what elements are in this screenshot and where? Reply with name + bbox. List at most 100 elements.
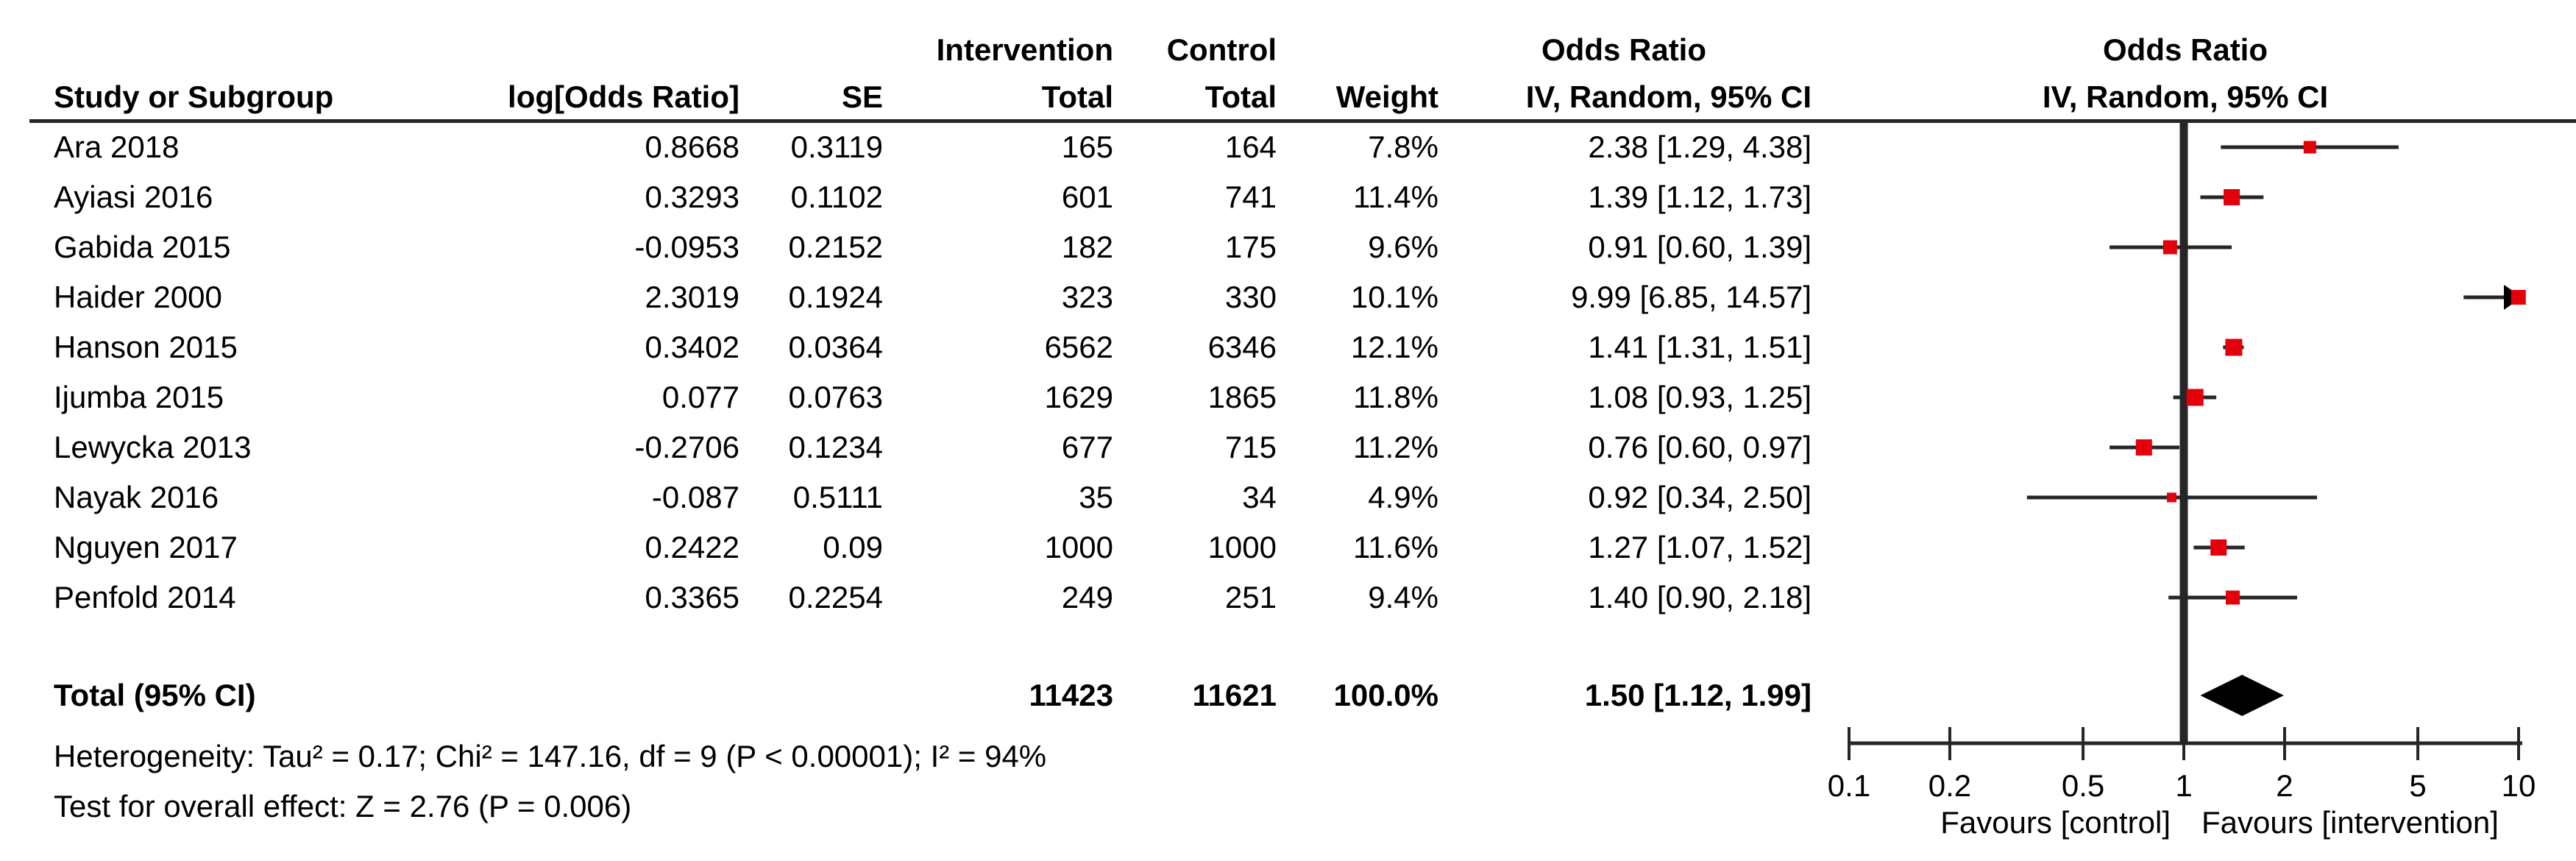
cell-se: 0.09 [823,530,883,564]
cell-or-ci-text: 2.38 [1.29, 4.38] [1588,130,1812,164]
cell-weight: 4.9% [1368,480,1438,514]
cell-intervention-total: 323 [1061,280,1113,314]
cell-se: 0.1924 [788,280,883,314]
axis-tick-label: 0.1 [1827,768,1871,803]
cell-intervention-total: 1629 [1044,380,1113,414]
cell-control-total: 6346 [1207,330,1277,364]
cell-se: 0.0364 [788,330,883,364]
header-divider-line [29,119,2576,123]
header-or-ci-plot-column: IV, Random, 95% CI [2042,79,2329,114]
cell-weight: 11.4% [1353,180,1438,214]
cell-weight: 12.1% [1350,330,1438,364]
favours-control-label: Favours [control] [1940,805,2171,840]
cell-or-ci-text: 0.92 [0.34, 2.50] [1588,480,1812,514]
axis-tick-label: 2 [2276,768,2293,803]
overall-effect-test: Test for overall effect: Z = 2.76 (P = 0… [54,789,632,823]
header-control-total: Total [1204,79,1277,114]
header-log-odds-ratio: log[Odds Ratio] [508,79,739,114]
cell-study-name: Nayak 2016 [54,480,219,514]
cell-intervention-total: 182 [1061,230,1113,264]
header-or-ci-text-column: IV, Random, 95% CI [1525,79,1812,114]
cell-se: 0.1234 [788,430,883,464]
cell-study-name: Hanson 2015 [54,330,238,364]
or-marker [2224,189,2240,205]
cell-weight: 9.4% [1368,580,1438,614]
total-intervention-total: 11423 [1029,678,1113,712]
or-marker [2225,339,2243,356]
total-control-total: 11621 [1192,678,1277,712]
cell-log-odds-ratio: -0.087 [651,480,739,514]
cell-study-name: Ijumba 2015 [54,380,224,414]
cell-se: 0.1102 [790,180,883,214]
cell-study-name: Nguyen 2017 [54,530,238,564]
cell-log-odds-ratio: -0.2706 [634,430,739,464]
cell-log-odds-ratio: -0.0953 [634,230,739,264]
cell-or-ci-text: 9.99 [6.85, 14.57] [1571,280,1812,314]
cell-control-total: 1000 [1207,530,1277,564]
or-marker [2167,492,2177,503]
total-weight: 100.0% [1333,678,1438,712]
cell-or-ci-text: 1.27 [1.07, 1.52] [1588,530,1812,564]
cell-control-total: 741 [1224,180,1277,214]
cell-intervention-total: 6562 [1044,330,1113,364]
cell-se: 0.3119 [790,130,883,164]
total-or-ci-text: 1.50 [1.12, 1.99] [1584,678,1812,712]
or-marker [2135,439,2152,456]
total-row-label: Total (95% CI) [54,678,256,712]
or-marker [2225,590,2240,605]
cell-intervention-total: 35 [1079,480,1113,514]
favours-intervention-label: Favours [intervention] [2201,805,2499,840]
cell-intervention-total: 165 [1061,130,1113,164]
cell-se: 0.5111 [792,480,883,514]
or-marker [2162,240,2177,255]
cell-weight: 9.6% [1368,230,1438,264]
cell-log-odds-ratio: 2.3019 [645,280,739,314]
cell-or-ci-text: 1.41 [1.31, 1.51] [1588,330,1812,364]
cell-or-ci-text: 1.40 [0.90, 2.18] [1588,580,1812,614]
cell-intervention-total: 249 [1061,580,1113,614]
cell-log-odds-ratio: 0.3365 [645,580,739,614]
cell-se: 0.0763 [788,380,883,414]
header-odds-ratio-left: Odds Ratio [1541,32,1707,67]
cell-control-total: 330 [1224,280,1277,314]
cell-study-name: Ara 2018 [54,130,180,164]
axis-tick-label: 1 [2175,768,2193,803]
cell-log-odds-ratio: 0.3402 [645,330,739,364]
cell-or-ci-text: 1.39 [1.12, 1.73] [1588,180,1812,214]
cell-study-name: Lewycka 2013 [54,430,252,464]
or-marker [2186,389,2204,406]
header-weight: Weight [1335,79,1438,114]
cell-control-total: 251 [1224,580,1277,614]
axis-tick-label: 0.2 [1928,768,1972,803]
cell-control-total: 1865 [1207,380,1277,414]
cell-weight: 11.6% [1353,530,1438,564]
cell-control-total: 175 [1224,230,1277,264]
cell-control-total: 164 [1224,130,1277,164]
cell-intervention-total: 677 [1061,430,1113,464]
or-marker [2210,539,2227,556]
cell-log-odds-ratio: 0.077 [661,380,739,414]
cell-intervention-total: 601 [1061,180,1113,214]
cell-control-total: 34 [1242,480,1277,514]
or-marker [2303,141,2316,154]
cell-study-name: Penfold 2014 [54,580,236,614]
axis-tick-label: 0.5 [2061,768,2105,803]
cell-or-ci-text: 0.76 [0.60, 0.97] [1588,430,1812,464]
header-control-group: Control [1166,32,1277,67]
cell-weight: 10.1% [1350,280,1438,314]
axis-tick-label: 5 [2409,768,2427,803]
cell-intervention-total: 1000 [1044,530,1113,564]
summary-diamond [2200,675,2284,716]
cell-study-name: Haider 2000 [54,280,222,314]
cell-or-ci-text: 0.91 [0.60, 1.39] [1588,230,1812,264]
cell-weight: 11.8% [1353,380,1438,414]
cell-se: 0.2152 [788,230,883,264]
header-study-or-subgroup: Study or Subgroup [54,79,334,114]
cell-study-name: Gabida 2015 [54,230,231,264]
cell-control-total: 715 [1224,430,1277,464]
cell-log-odds-ratio: 0.8668 [645,130,739,164]
cell-log-odds-ratio: 0.3293 [645,180,739,214]
header-intervention-total: Total [1041,79,1113,114]
